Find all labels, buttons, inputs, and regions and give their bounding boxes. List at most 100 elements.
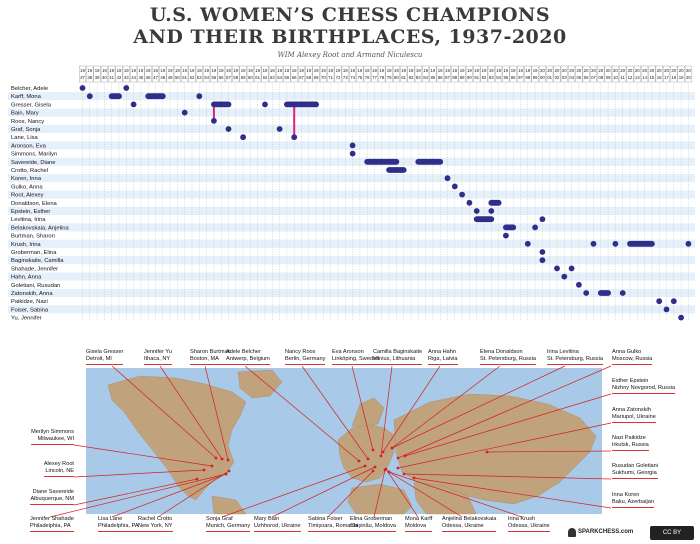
birthplace-champion-name: Jennifer Shahade [30,516,74,522]
birthplace-champion-name: Camilla Baginskaite [373,349,423,355]
champion-name: Shahade, Jennifer [11,266,58,272]
leader-line [391,365,501,449]
year-tick-box [487,65,495,83]
birthplace-dot [403,454,407,458]
year-tick-box [590,65,598,83]
title-bar [386,167,407,173]
year-tick-label: 19 [270,68,275,73]
birthplace-city: Chișinău, Moldova [350,523,397,532]
birthplace-hahn: Anna Hahn Riga, Latvia [428,349,458,365]
year-tick-label: 19 [197,68,202,73]
year-tick-label: 68 [306,75,311,80]
birthplace-champion-name: Elena Donaldson [480,349,523,355]
champion-name: Burtman, Sharon [11,234,55,240]
birthplace-champion-name: Anjelina Belakovskaia [442,516,497,522]
leader-line [382,365,441,453]
year-tick-label: 92 [482,75,487,80]
leader-line [159,365,223,460]
champion-name: Karff, Mona [11,94,42,100]
year-tick-label: 19 [343,68,348,73]
year-tick-box [582,65,590,83]
birthplace-champion-name: Mona Karff [405,516,433,522]
champion-name: Aronson, Eva [11,143,47,149]
year-tick-box [356,65,364,83]
row-stripe [8,190,695,199]
birthplace-dot [387,470,391,474]
birthplace-dot [485,450,489,454]
year-tick-label: 19 [277,68,282,73]
leader-line [388,471,523,518]
year-tick-box [254,65,262,83]
year-tick-box [312,65,320,83]
year-tick-label: 19 [358,68,363,73]
year-tick-label: 19 [438,68,443,73]
birthplace-champion-name: Adele Belcher [226,349,261,355]
year-tick-box [465,65,473,83]
year-tick-label: 20 [635,68,640,73]
birthplace-savereide: Diane Savereide Albuquerque, NM [30,489,74,505]
year-tick-box [429,65,437,83]
year-tick-label: 42 [117,75,122,80]
year-tick-box [268,65,276,83]
birthplace-city: Odessa, Ukraine [442,523,497,532]
year-tick-label: 84 [423,75,428,80]
year-tick-label: 02 [555,75,560,80]
year-tick-label: 16 [657,75,662,80]
year-tick-box [400,65,408,83]
year-tick-box [144,65,152,83]
title-bar [488,199,502,206]
title-dot [524,240,531,247]
year-tick-label: 19 [474,68,479,73]
title-bar [415,158,444,165]
birthplace-city: Lincoln, NE [43,468,74,477]
year-tick-label: 19 [372,68,377,73]
leader-line [157,470,230,518]
title-dot [459,191,465,198]
year-tick-label: 19 [248,68,253,73]
birthplace-champion-name: Sharon Burtman [190,349,231,355]
year-tick-box [137,65,145,83]
year-tick-box [568,65,576,83]
birthplace-city: Albuquerque, NM [30,496,74,505]
birthplace-belcher: Adele Belcher Antwerp, Belgium [226,349,270,365]
year-tick-label: 10 [613,75,618,80]
year-tick-label: 74 [350,75,355,80]
row-stripe [8,223,695,232]
birthplace-city: Philadelphia, PA [98,523,139,532]
birthplace-roos: Nancy Roos Berlin, Germany [285,349,326,365]
year-tick-box [611,65,619,83]
year-tick-label: 19 [350,68,355,73]
year-tick-box [604,65,612,83]
row-stripe [8,231,695,240]
brand-logo-text[interactable]: SPARKCHESS.com [578,529,634,535]
year-tick-label: 19 [679,75,684,80]
year-tick-label: 19 [496,68,501,73]
year-tick-label: 20 [606,68,611,73]
birthplace-levitina: Irina Levitina St. Petersburg, Russia [547,349,603,365]
year-tick-label: 20 [584,68,589,73]
birthplace-gulko: Anna Gulko Moscow, Russia [612,349,653,365]
year-tick-box [575,65,583,83]
year-tick-label: 41 [109,75,114,80]
year-tick-label: 47 [153,75,158,80]
year-tick-box [641,65,649,83]
leader-line [73,444,213,467]
row-stripe [8,264,695,273]
year-tick-label: 12 [628,75,633,80]
year-tick-label: 96 [511,75,516,80]
year-tick-label: 52 [190,75,195,80]
year-tick-label: 13 [635,75,640,80]
title-dot [181,109,188,116]
row-stripe [8,272,695,281]
year-tick-label: 20 [591,68,596,73]
title-dot [539,216,546,223]
year-tick-label: 19 [109,68,114,73]
birthplace-dot [195,477,199,481]
land-mass [413,481,477,515]
birthplace-city: Moldova [405,523,433,532]
champion-name: Hahn, Anna [11,275,42,281]
champion-name: Levitina, Irina [11,217,46,223]
row-stripe [8,198,695,207]
year-tick-box [224,65,232,83]
leader-line [271,466,376,518]
